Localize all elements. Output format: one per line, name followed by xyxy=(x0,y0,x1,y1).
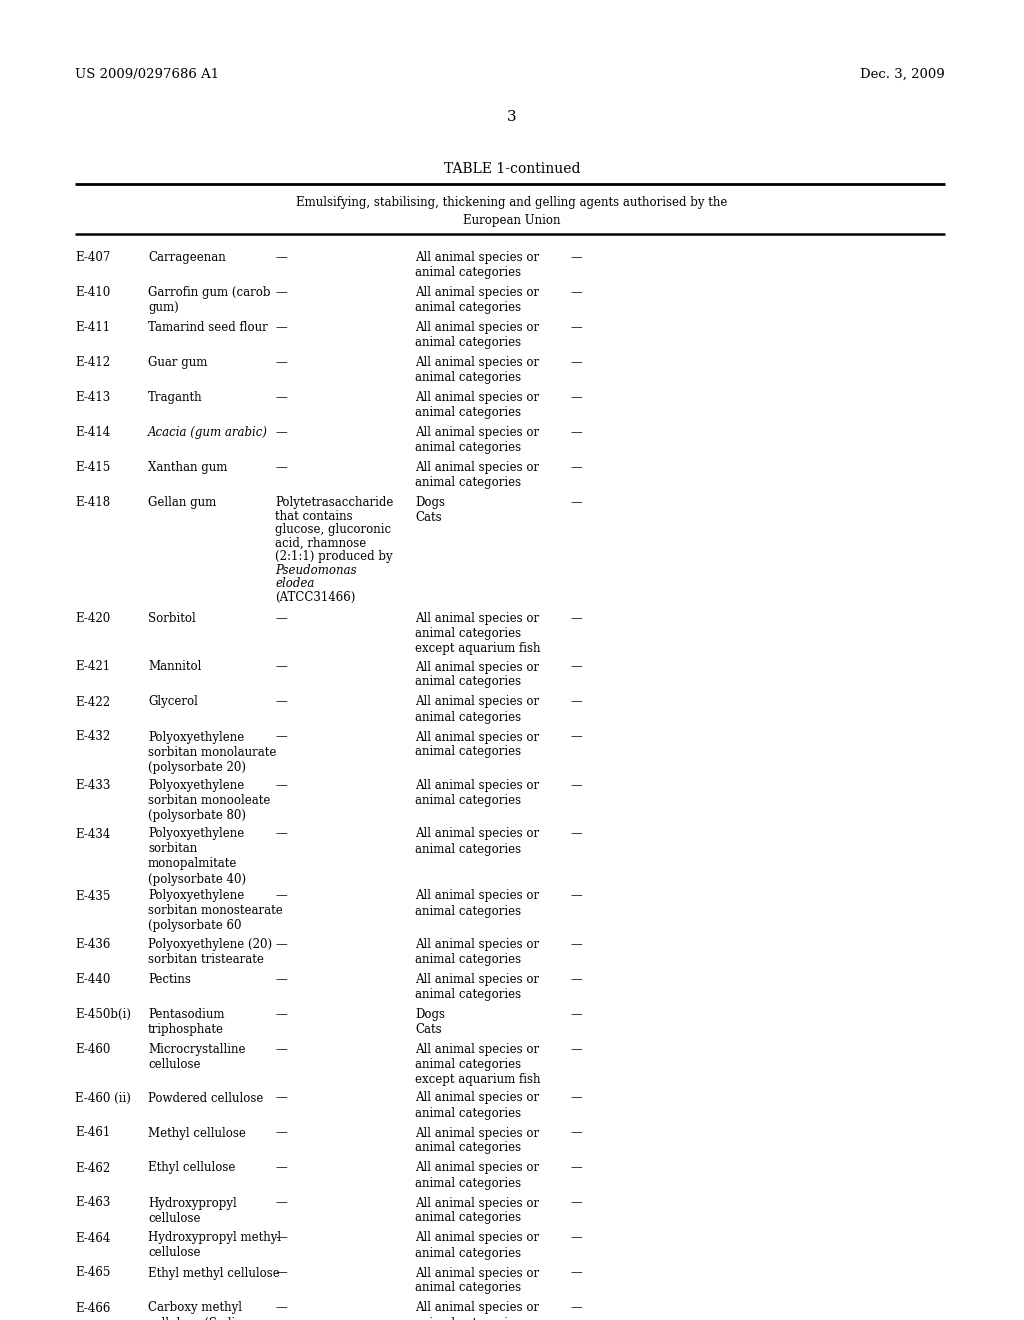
Text: E-435: E-435 xyxy=(75,890,111,903)
Text: E-466: E-466 xyxy=(75,1302,111,1315)
Text: —: — xyxy=(275,1043,287,1056)
Text: E-411: E-411 xyxy=(75,321,111,334)
Text: All animal species or
animal categories: All animal species or animal categories xyxy=(415,286,539,314)
Text: Gellan gum: Gellan gum xyxy=(148,496,216,510)
Text: —: — xyxy=(570,1196,582,1209)
Text: —: — xyxy=(275,1302,287,1315)
Text: —: — xyxy=(570,1126,582,1139)
Text: All animal species or
animal categories: All animal species or animal categories xyxy=(415,426,539,454)
Text: —: — xyxy=(275,1008,287,1020)
Text: All animal species or
animal categories: All animal species or animal categories xyxy=(415,1126,539,1155)
Text: —: — xyxy=(275,696,287,709)
Text: —: — xyxy=(570,973,582,986)
Text: —: — xyxy=(570,1043,582,1056)
Text: E-460 (ii): E-460 (ii) xyxy=(75,1092,131,1105)
Text: —: — xyxy=(275,1092,287,1105)
Text: —: — xyxy=(275,612,287,624)
Text: Polyoxyethylene
sorbitan monolaurate
(polysorbate 20): Polyoxyethylene sorbitan monolaurate (po… xyxy=(148,730,276,774)
Text: E-434: E-434 xyxy=(75,828,111,841)
Text: E-407: E-407 xyxy=(75,251,111,264)
Text: Ethyl cellulose: Ethyl cellulose xyxy=(148,1162,236,1175)
Text: —: — xyxy=(275,1266,287,1279)
Text: All animal species or
animal categories: All animal species or animal categories xyxy=(415,779,539,807)
Text: Tamarind seed flour: Tamarind seed flour xyxy=(148,321,267,334)
Text: —: — xyxy=(275,939,287,950)
Text: —: — xyxy=(570,356,582,370)
Text: All animal species or
animal categories: All animal species or animal categories xyxy=(415,828,539,855)
Text: Methyl cellulose: Methyl cellulose xyxy=(148,1126,246,1139)
Text: All animal species or
animal categories: All animal species or animal categories xyxy=(415,1266,539,1295)
Text: —: — xyxy=(275,1126,287,1139)
Text: All animal species or
animal categories: All animal species or animal categories xyxy=(415,356,539,384)
Text: Hydroxypropyl methyl
cellulose: Hydroxypropyl methyl cellulose xyxy=(148,1232,282,1259)
Text: E-413: E-413 xyxy=(75,391,111,404)
Text: elodea: elodea xyxy=(275,577,314,590)
Text: All animal species or
animal categories: All animal species or animal categories xyxy=(415,660,539,689)
Text: —: — xyxy=(570,1092,582,1105)
Text: All animal species or
animal categories: All animal species or animal categories xyxy=(415,730,539,759)
Text: —: — xyxy=(275,828,287,841)
Text: All animal species or
animal categories: All animal species or animal categories xyxy=(415,1092,539,1119)
Text: acid, rhamnose: acid, rhamnose xyxy=(275,536,367,549)
Text: Pseudomonas: Pseudomonas xyxy=(275,564,356,577)
Text: All animal species or
animal categories: All animal species or animal categories xyxy=(415,973,539,1001)
Text: Polytetrasaccharide: Polytetrasaccharide xyxy=(275,496,393,510)
Text: TABLE 1-continued: TABLE 1-continued xyxy=(443,162,581,176)
Text: —: — xyxy=(570,1232,582,1245)
Text: —: — xyxy=(570,321,582,334)
Text: —: — xyxy=(570,779,582,792)
Text: E-421: E-421 xyxy=(75,660,111,673)
Text: —: — xyxy=(570,426,582,440)
Text: —: — xyxy=(570,612,582,624)
Text: Traganth: Traganth xyxy=(148,391,203,404)
Text: All animal species or
animal categories
except aquarium fish: All animal species or animal categories … xyxy=(415,1043,541,1086)
Text: All animal species or
animal categories: All animal species or animal categories xyxy=(415,890,539,917)
Text: All animal species or
animal categories: All animal species or animal categories xyxy=(415,1232,539,1259)
Text: E-410: E-410 xyxy=(75,286,111,300)
Text: —: — xyxy=(570,496,582,510)
Text: —: — xyxy=(275,730,287,743)
Text: All animal species or
animal categories: All animal species or animal categories xyxy=(415,461,539,488)
Text: All animal species or
animal categories: All animal species or animal categories xyxy=(415,939,539,966)
Text: —: — xyxy=(275,1162,287,1175)
Text: E-461: E-461 xyxy=(75,1126,111,1139)
Text: —: — xyxy=(275,461,287,474)
Text: E-463: E-463 xyxy=(75,1196,111,1209)
Text: Ethyl methyl cellulose: Ethyl methyl cellulose xyxy=(148,1266,280,1279)
Text: —: — xyxy=(570,939,582,950)
Text: glucose, glucoronic: glucose, glucoronic xyxy=(275,523,391,536)
Text: —: — xyxy=(570,1008,582,1020)
Text: E-450b(i): E-450b(i) xyxy=(75,1008,131,1020)
Text: All animal species or
animal categories: All animal species or animal categories xyxy=(415,251,539,279)
Text: —: — xyxy=(570,1162,582,1175)
Text: —: — xyxy=(570,461,582,474)
Text: Polyoxyethylene (20)
sorbitan tristearate: Polyoxyethylene (20) sorbitan tristearat… xyxy=(148,939,272,966)
Text: —: — xyxy=(275,660,287,673)
Text: that contains: that contains xyxy=(275,510,352,523)
Text: Carboxy methyl
cellulose (Sodium
carboxy methyl
cellulose): Carboxy methyl cellulose (Sodium carboxy… xyxy=(148,1302,254,1320)
Text: Glycerol: Glycerol xyxy=(148,696,198,709)
Text: —: — xyxy=(570,660,582,673)
Text: E-464: E-464 xyxy=(75,1232,111,1245)
Text: European Union: European Union xyxy=(463,214,561,227)
Text: All animal species or
animal categories
except aquarium fish: All animal species or animal categories … xyxy=(415,612,541,655)
Text: All animal species or
animal categories: All animal species or animal categories xyxy=(415,696,539,723)
Text: Carrageenan: Carrageenan xyxy=(148,251,225,264)
Text: Microcrystalline
cellulose: Microcrystalline cellulose xyxy=(148,1043,246,1071)
Text: —: — xyxy=(570,828,582,841)
Text: E-465: E-465 xyxy=(75,1266,111,1279)
Text: E-460: E-460 xyxy=(75,1043,111,1056)
Text: —: — xyxy=(275,321,287,334)
Text: Polyoxyethylene
sorbitan
monopalmitate
(polysorbate 40): Polyoxyethylene sorbitan monopalmitate (… xyxy=(148,828,246,886)
Text: Emulsifying, stabilising, thickening and gelling agents authorised by the: Emulsifying, stabilising, thickening and… xyxy=(296,195,728,209)
Text: —: — xyxy=(275,286,287,300)
Text: Guar gum: Guar gum xyxy=(148,356,208,370)
Text: —: — xyxy=(570,251,582,264)
Text: Hydroxypropyl
cellulose: Hydroxypropyl cellulose xyxy=(148,1196,237,1225)
Text: All animal species or
animal categories: All animal species or animal categories xyxy=(415,321,539,348)
Text: —: — xyxy=(570,286,582,300)
Text: E-420: E-420 xyxy=(75,612,111,624)
Text: All animal species or
animal categories: All animal species or animal categories xyxy=(415,1302,539,1320)
Text: E-418: E-418 xyxy=(75,496,111,510)
Text: Mannitol: Mannitol xyxy=(148,660,202,673)
